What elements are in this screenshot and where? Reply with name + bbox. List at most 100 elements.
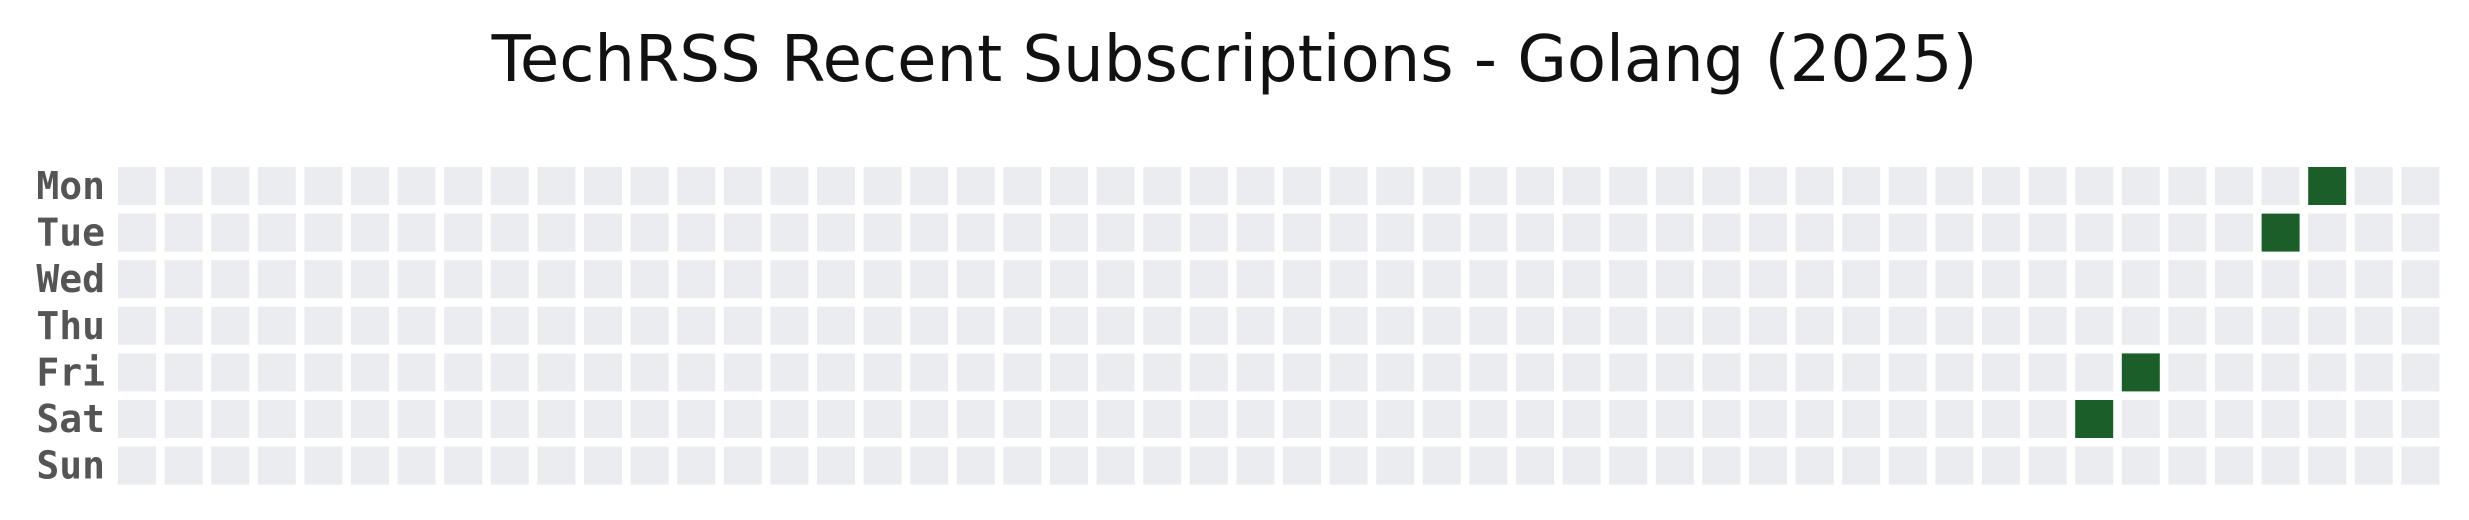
heatmap-cell: [1189, 400, 1228, 438]
heatmap-cell: [1376, 400, 1415, 438]
heatmap-cell: [863, 446, 902, 485]
heatmap-cell: [1655, 353, 1694, 392]
heatmap-cell: [1236, 260, 1275, 299]
heatmap-cell: [1795, 446, 1834, 485]
heatmap-cell: [118, 353, 156, 392]
heatmap-cell: [1795, 400, 1834, 438]
heatmap-cell: [1842, 213, 1881, 252]
heatmap-cell: [1562, 213, 1601, 252]
heatmap-cell: [1236, 306, 1275, 345]
heatmap-cell: [211, 353, 250, 392]
heatmap-cell: [2028, 167, 2067, 205]
heatmap-cell: [2168, 213, 2207, 252]
heatmap-cell: [397, 213, 436, 252]
heatmap-cell: [1982, 353, 2020, 392]
heatmap-cell: [677, 446, 716, 485]
heatmap-cell: [2121, 446, 2160, 485]
heatmap-cell: [2075, 353, 2114, 392]
heatmap-cell: [351, 353, 389, 392]
heatmap-cell: [2401, 167, 2440, 205]
heatmap-cell: [2354, 306, 2393, 345]
heatmap-cell: [1003, 306, 1042, 345]
heatmap-cell: [444, 400, 483, 438]
heatmap-cell: [1422, 260, 1461, 299]
heatmap-cell: [211, 167, 250, 205]
heatmap-cell: [211, 213, 250, 252]
heatmap-cell: [2121, 260, 2160, 299]
heatmap-cell: [584, 167, 622, 205]
heatmap-cell: [1143, 306, 1182, 345]
heatmap-cell: [1096, 260, 1135, 299]
heatmap-cell: [630, 400, 669, 438]
heatmap-cell: [1795, 306, 1834, 345]
heatmap-cell: [956, 260, 995, 299]
heatmap-cell: [2168, 446, 2207, 485]
heatmap-cell: [584, 400, 622, 438]
heatmap-cell: [1935, 446, 1974, 485]
heatmap-cell: [1376, 167, 1415, 205]
heatmap-cell: [1050, 446, 1088, 485]
heatmap-cell: [257, 167, 296, 205]
heatmap-cell: [1143, 213, 1182, 252]
heatmap-cell: [817, 167, 855, 205]
heatmap-cell: [2168, 400, 2207, 438]
heatmap-cell: [1516, 446, 1554, 485]
heatmap-cell: [817, 446, 855, 485]
heatmap-cell: [1003, 446, 1042, 485]
heatmap-cell: [1982, 446, 2020, 485]
heatmap-cell: [2028, 306, 2067, 345]
heatmap-cell: [723, 167, 762, 205]
heatmap-cell: [164, 167, 203, 205]
heatmap-cell: [1655, 400, 1694, 438]
heatmap-cell-active: [2308, 167, 2347, 205]
heatmap-cell: [1236, 213, 1275, 252]
heatmap-cell: [2354, 260, 2393, 299]
heatmap-cell: [1516, 260, 1554, 299]
row-label-sat: Sat: [36, 397, 105, 441]
heatmap-cell: [211, 260, 250, 299]
heatmap-cell: [257, 400, 296, 438]
heatmap-cell: [1469, 353, 1508, 392]
heatmap-cell: [2121, 213, 2160, 252]
heatmap-cell: [1189, 446, 1228, 485]
heatmap-cell: [1189, 213, 1228, 252]
heatmap-cell: [1935, 353, 1974, 392]
heatmap-cell: [1888, 353, 1927, 392]
heatmap-cell: [537, 260, 576, 299]
heatmap-cell: [1236, 167, 1275, 205]
heatmap-cell: [1516, 400, 1554, 438]
heatmap-cell: [537, 213, 576, 252]
heatmap-cell: [1842, 167, 1881, 205]
heatmap-cell: [1795, 260, 1834, 299]
heatmap-cell: [1562, 167, 1601, 205]
heatmap-cell: [118, 260, 156, 299]
heatmap-cell: [1376, 306, 1415, 345]
row-label-thu: Thu: [36, 304, 105, 348]
heatmap-cell: [863, 306, 902, 345]
heatmap-cell: [863, 167, 902, 205]
heatmap-cell: [1609, 446, 1648, 485]
heatmap-cell: [584, 213, 622, 252]
heatmap-cell: [863, 260, 902, 299]
heatmap-cell: [537, 353, 576, 392]
heatmap-cell: [1888, 400, 1927, 438]
heatmap-cell: [1422, 306, 1461, 345]
heatmap-cell: [1189, 260, 1228, 299]
heatmap-cell: [863, 353, 902, 392]
heatmap-cell: [677, 400, 716, 438]
heatmap-cell: [2308, 446, 2347, 485]
heatmap-cell: [211, 306, 250, 345]
heatmap-cell: [817, 260, 855, 299]
heatmap-cell: [2028, 446, 2067, 485]
heatmap-cell: [1749, 353, 1787, 392]
heatmap-cell: [2401, 353, 2440, 392]
heatmap-cell: [2168, 167, 2207, 205]
heatmap-cell: [2215, 167, 2253, 205]
heatmap-cell: [1096, 167, 1135, 205]
heatmap-cell: [723, 446, 762, 485]
heatmap-cell: [164, 400, 203, 438]
heatmap-cell: [490, 400, 529, 438]
heatmap-cell: [817, 213, 855, 252]
heatmap-cell: [444, 446, 483, 485]
heatmap-cell: [584, 260, 622, 299]
